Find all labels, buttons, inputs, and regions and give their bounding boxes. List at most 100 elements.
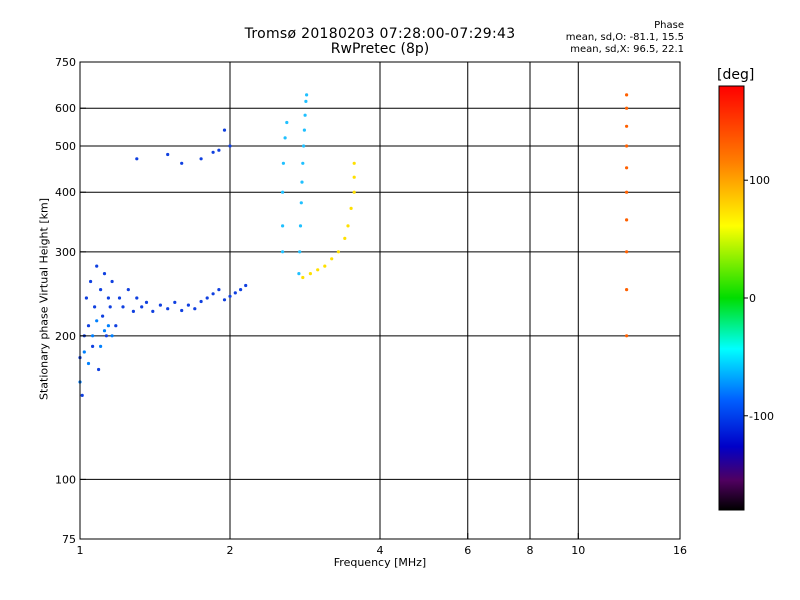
data-point (346, 224, 350, 228)
x-axis-ticks: 1 2 4 6 8 10 16 (77, 533, 687, 557)
data-point (343, 236, 347, 240)
colorbar-tick-label: -100 (749, 410, 774, 423)
data-point (106, 324, 110, 328)
x-tick-label: 6 (464, 544, 471, 557)
data-point (281, 161, 285, 165)
x-tick-label: 8 (527, 544, 534, 557)
data-point (97, 367, 101, 372)
data-point (302, 128, 306, 132)
data-point (625, 106, 629, 110)
data-point (173, 300, 177, 304)
data-point (283, 136, 287, 140)
data-point (106, 296, 110, 300)
data-point (199, 299, 203, 304)
data-point (166, 307, 170, 311)
data-point (300, 180, 304, 184)
data-point (297, 272, 301, 276)
data-point (281, 224, 285, 228)
data-point (352, 175, 356, 179)
data-point (222, 298, 227, 302)
data-point (323, 264, 327, 268)
data-point (151, 309, 155, 313)
y-axis-label: Stationary phase Virtual Height [km] (37, 197, 51, 401)
data-point (110, 279, 114, 284)
colorbar-tick-label: 100 (749, 174, 770, 187)
data-point (82, 350, 86, 354)
data-point (304, 99, 308, 103)
data-point (108, 305, 112, 309)
data-point (95, 319, 99, 323)
colorbar-unit: [deg] (717, 67, 755, 83)
data-point (180, 308, 184, 313)
colorbar-ticks: 100 0 -100 (744, 174, 774, 423)
data-point (205, 296, 209, 300)
colorbar-tick-label: 0 (749, 292, 756, 305)
data-point (281, 190, 285, 194)
data-point (211, 292, 215, 296)
x-axis-label: Frequency [MHz] (333, 556, 427, 569)
data-point (86, 361, 91, 366)
data-point (101, 314, 105, 318)
data-point (93, 305, 97, 309)
y-tick-label: 100 (55, 473, 76, 486)
data-point (166, 152, 170, 157)
data-point (281, 250, 285, 254)
data-point (222, 128, 227, 132)
data-point (625, 144, 629, 148)
colorbar (718, 85, 745, 511)
grid-lines (80, 62, 680, 539)
data-point (298, 250, 302, 254)
y-axis-ticks: 75 100 200 300 400 500 600 750 (55, 56, 86, 546)
data-point (199, 157, 203, 161)
data-point (99, 288, 103, 292)
y-tick-label: 200 (55, 330, 76, 343)
data-point (186, 303, 190, 307)
data-point (625, 166, 629, 170)
data-point (228, 294, 232, 298)
chart-subtitle: RwPretec (8p) (330, 41, 430, 57)
data-point (298, 224, 303, 228)
phase-stats-o: mean, sd,O: -81.1, 15.5 (565, 32, 684, 43)
data-point (301, 275, 305, 280)
data-point (95, 264, 99, 268)
data-point (217, 148, 221, 152)
data-point (121, 305, 125, 309)
data-point (102, 329, 107, 333)
chart-title: Tromsø 20180203 07:28:00-07:29:43 (244, 26, 516, 42)
data-point (625, 190, 629, 194)
data-point (625, 124, 629, 128)
data-point (193, 307, 197, 311)
x-tick-label: 1 (77, 544, 84, 557)
data-point (158, 303, 162, 307)
data-point (336, 250, 340, 254)
y-tick-label: 750 (55, 56, 76, 69)
data-point (285, 120, 289, 125)
data-point (625, 93, 629, 97)
x-tick-label: 10 (571, 544, 585, 557)
data-point (217, 288, 221, 292)
data-point (89, 279, 93, 284)
y-tick-label: 400 (55, 186, 76, 199)
x-tick-label: 4 (377, 544, 384, 557)
y-tick-label: 500 (55, 140, 76, 153)
x-tick-label: 16 (673, 544, 687, 557)
data-point (308, 272, 312, 276)
data-point (91, 344, 95, 348)
data-point (625, 250, 629, 254)
data-point (239, 288, 243, 292)
data-point (625, 218, 629, 222)
data-point (102, 272, 107, 276)
y-tick-label: 75 (62, 533, 76, 546)
data-point (625, 334, 629, 338)
data-point (211, 150, 215, 154)
data-point (330, 257, 334, 261)
data-point (80, 393, 84, 397)
data-point (131, 309, 135, 313)
data-point (135, 157, 139, 161)
data-point (117, 296, 122, 300)
data-point (84, 296, 88, 300)
data-point (352, 190, 356, 194)
data-point (135, 296, 139, 300)
data-point (244, 283, 248, 288)
